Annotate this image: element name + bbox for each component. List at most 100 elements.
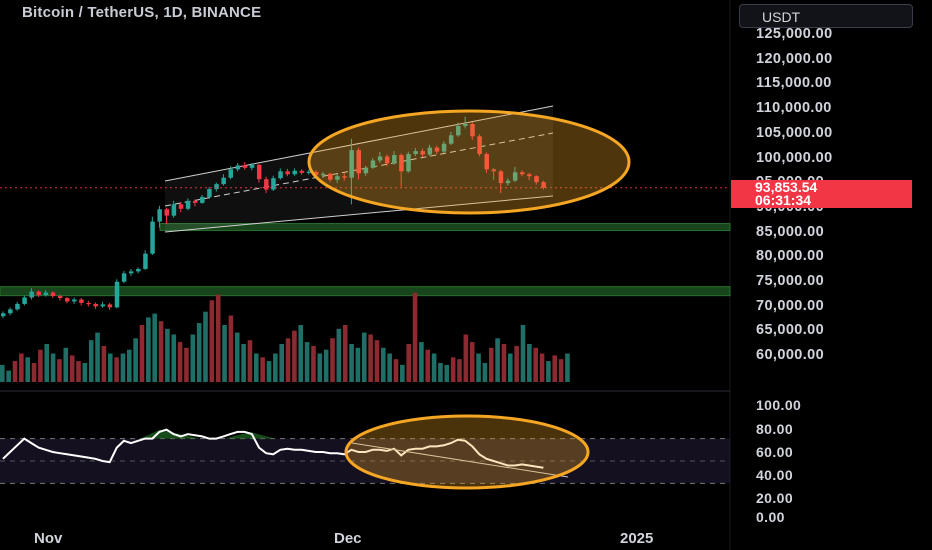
volume-bar (514, 345, 519, 382)
candle-body (200, 196, 205, 203)
candle-body (313, 171, 319, 176)
rsi-axis-label: 40.00 (756, 467, 794, 483)
candle-body (384, 156, 390, 164)
candle-body (64, 298, 70, 302)
volume-bar (260, 357, 265, 382)
volume-bar (266, 361, 272, 382)
volume-bar (139, 325, 145, 382)
candle-body (157, 209, 162, 222)
support-zone-lower (0, 286, 731, 297)
volume-bar (565, 353, 570, 382)
price-axis-label: 120,000.00 (756, 50, 833, 67)
volume-bar (476, 353, 481, 382)
rsi-overbought-fill (225, 431, 275, 439)
volume-bar (222, 325, 227, 382)
candle-body (57, 296, 63, 299)
volume-bar (501, 344, 507, 382)
candle-body (413, 151, 418, 155)
volume-bar (412, 292, 418, 382)
candle-body (136, 268, 141, 272)
rsi-axis-label: 100.00 (756, 397, 802, 413)
candle-body (427, 147, 433, 155)
volume-bar (76, 361, 81, 382)
time-axis-label: 2025 (620, 530, 654, 547)
candle-body (93, 303, 98, 307)
volume-bar (38, 349, 43, 382)
candle-body (534, 176, 539, 183)
candle-body (107, 304, 113, 308)
price-axis-label: 105,000.00 (756, 125, 833, 141)
candle-body (249, 164, 255, 168)
volume-bar (533, 347, 538, 382)
volume-bar (254, 353, 259, 382)
candle-body (292, 170, 298, 175)
candle-body (221, 177, 226, 185)
candle-body (363, 167, 369, 174)
volume-bar (419, 342, 424, 382)
highlight-ellipse-rsi (344, 414, 590, 490)
candle-body (128, 271, 134, 274)
candle-body (171, 204, 177, 216)
volume-bar (63, 347, 69, 382)
volume-bar (431, 353, 437, 382)
volume-bar (482, 363, 488, 382)
volume-bar (520, 325, 526, 382)
price-axis-label: 115,000.00 (756, 75, 832, 91)
candle-body (50, 292, 56, 297)
volume-bar (355, 347, 361, 382)
volume-bar (527, 344, 532, 382)
volume-bar (234, 332, 240, 382)
candle-body (43, 292, 49, 296)
volume-bar (69, 355, 75, 382)
volume-bar (285, 338, 291, 382)
candle-body (477, 136, 482, 155)
volume-bar (330, 338, 335, 382)
volume-bar (558, 359, 564, 382)
volume-bar (425, 349, 431, 382)
candle-body (399, 155, 404, 172)
volume-bar (539, 353, 545, 382)
candle-body (29, 291, 34, 298)
candle-body (143, 253, 148, 269)
volume-bar (146, 317, 151, 382)
volume-bar (95, 332, 100, 382)
volume-bar (311, 345, 316, 382)
volume-bar (228, 315, 234, 382)
rsi-line (2, 428, 544, 469)
candle-body (470, 123, 475, 137)
volume-bar (406, 344, 411, 382)
candle-body (121, 273, 127, 282)
volume-bar (158, 321, 164, 382)
volume-bar (279, 344, 284, 382)
volume-bar (387, 353, 392, 382)
candle-body (114, 281, 120, 308)
volume-bar (444, 364, 450, 382)
time-axis-label: Nov (34, 530, 63, 547)
volume-bar (247, 340, 253, 382)
channel-lower-line (164, 195, 554, 233)
volume-bar (552, 355, 558, 382)
candle-body (228, 169, 234, 178)
candle-body (498, 171, 504, 184)
candle-body (370, 160, 376, 168)
volume-bar (101, 345, 107, 382)
volume-bar (184, 347, 189, 382)
volume-bar (127, 349, 132, 382)
volume-bar (12, 361, 18, 382)
candle-body (72, 299, 77, 302)
candle-body (79, 299, 84, 303)
currency-button[interactable]: USDT (739, 4, 913, 28)
candle-body (392, 155, 397, 164)
candle-body (264, 179, 269, 190)
volume-bar (0, 364, 5, 382)
volume-bar (368, 334, 373, 382)
volume-bar (298, 325, 304, 382)
channel-upper-line (164, 105, 554, 182)
candle-body (448, 135, 454, 144)
rsi-trend-line (351, 442, 569, 478)
candle-body (15, 303, 20, 310)
volume-bar (349, 344, 354, 382)
candle-body (463, 123, 468, 126)
rsi-axis-label: 60.00 (756, 444, 794, 460)
